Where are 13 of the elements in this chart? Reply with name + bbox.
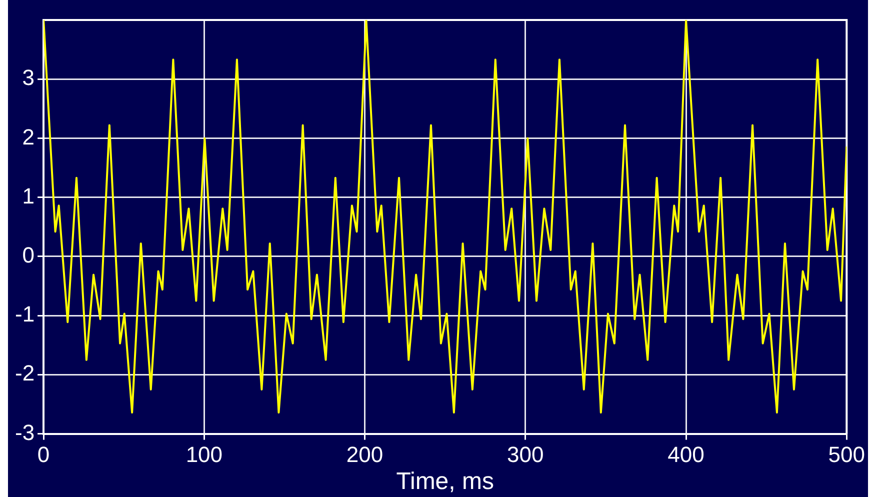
y-tick-label: 3 bbox=[22, 65, 35, 90]
x-tick-label: 200 bbox=[346, 442, 384, 468]
y-tick-label: 2 bbox=[22, 124, 35, 150]
x-tick-label: 500 bbox=[828, 442, 866, 468]
x-tick-label: 300 bbox=[507, 442, 544, 468]
x-tick-label: 400 bbox=[668, 442, 704, 468]
x-tick-label: 100 bbox=[186, 442, 223, 468]
y-tick-label: -2 bbox=[15, 360, 35, 386]
y-tick-label: -3 bbox=[15, 420, 35, 445]
y-tick-label: -1 bbox=[15, 302, 35, 327]
y-tick-label: 1 bbox=[22, 183, 35, 208]
y-tick-label: 0 bbox=[22, 242, 35, 268]
x-axis-title: Time, ms bbox=[396, 468, 494, 496]
